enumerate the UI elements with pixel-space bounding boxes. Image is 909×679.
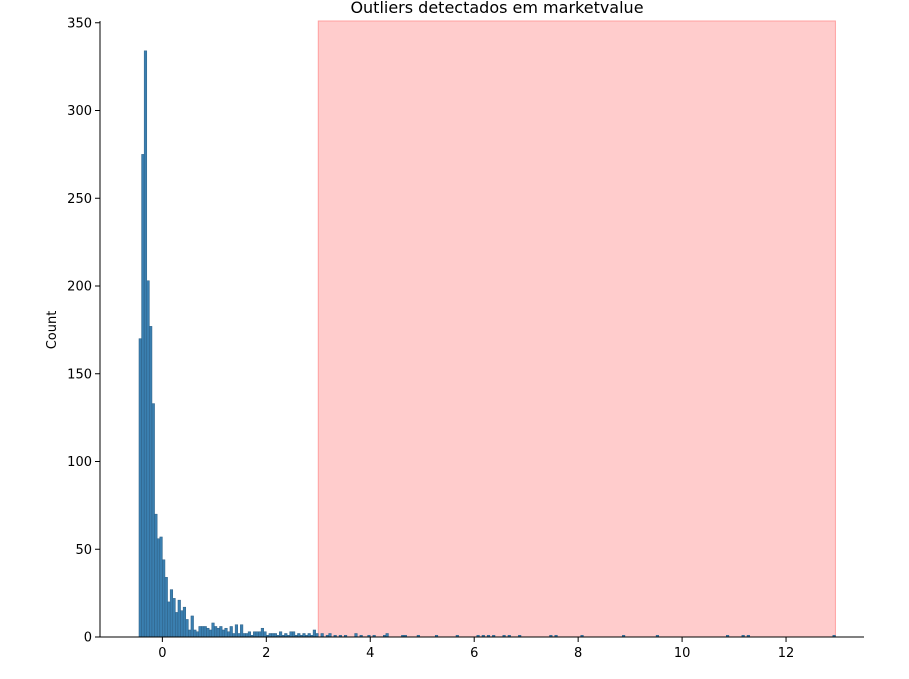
histogram-bar	[149, 326, 153, 638]
histogram-bar	[198, 626, 202, 638]
histogram-bar	[182, 606, 187, 638]
histogram-bar	[169, 589, 174, 638]
x-tick-label: 8	[574, 646, 582, 661]
histogram-bar	[354, 633, 358, 638]
histogram-bar	[221, 629, 225, 638]
histogram-bar	[307, 633, 311, 638]
y-tick-label: 50	[75, 543, 92, 558]
histogram-bar	[279, 631, 283, 638]
histogram-bar	[162, 559, 166, 638]
histogram-bar	[284, 633, 288, 638]
histogram-bar	[229, 626, 233, 638]
histogram-bar	[234, 624, 238, 638]
histogram-bar	[328, 633, 332, 638]
histogram-bar	[237, 633, 241, 638]
histogram-bar	[185, 619, 189, 638]
x-tick-label: 4	[366, 646, 374, 661]
histogram-bar	[208, 629, 212, 638]
histogram-bar	[151, 403, 155, 638]
histogram-bar	[164, 577, 168, 638]
histogram-bar	[143, 50, 148, 638]
x-tick-label: 0	[158, 646, 166, 661]
histogram-bar	[255, 631, 259, 638]
histogram-bar	[232, 633, 236, 638]
histogram-bar	[271, 633, 275, 638]
histogram-bar	[193, 629, 197, 638]
histogram-bar	[206, 627, 210, 638]
histogram-bar	[201, 626, 205, 638]
histogram-bar	[190, 615, 194, 638]
histogram-bar	[297, 633, 301, 638]
y-tick-label: 100	[67, 455, 92, 470]
histogram-bar	[216, 627, 220, 638]
y-tick-label: 300	[67, 104, 92, 119]
histogram-bar	[260, 627, 264, 638]
histogram-bar	[289, 631, 293, 638]
y-tick-label: 0	[84, 631, 92, 646]
histogram-bar	[175, 612, 179, 638]
histogram-bar	[156, 538, 161, 638]
y-tick-label: 200	[67, 280, 92, 295]
histogram-bar	[320, 633, 324, 638]
histogram-bar	[224, 627, 228, 638]
histogram-bar	[177, 599, 181, 638]
histogram-bar	[268, 633, 272, 638]
histogram-bar	[315, 633, 319, 638]
histogram-bar	[172, 598, 176, 638]
histogram-bar	[211, 622, 215, 638]
histogram-bar	[312, 629, 316, 638]
x-tick-label: 10	[674, 646, 691, 661]
histogram-bar	[214, 626, 218, 638]
histogram-bar	[138, 338, 142, 638]
histogram-bar	[167, 601, 171, 638]
histogram-bar	[292, 631, 296, 638]
histogram-bar	[219, 626, 223, 638]
histogram-bar	[263, 631, 267, 638]
histogram-bar	[227, 631, 231, 638]
histogram-bar	[253, 631, 257, 638]
histogram-bar	[247, 631, 251, 638]
chart-title: Outliers detectados em marketvalue	[350, 0, 643, 17]
y-tick-label: 250	[67, 192, 92, 207]
histogram-bar	[240, 624, 244, 638]
x-tick-label: 2	[262, 646, 270, 661]
outlier-region	[317, 20, 836, 638]
histogram-bar	[159, 536, 163, 638]
histogram-bar	[180, 610, 184, 638]
histogram-bar	[195, 631, 199, 638]
histogram-bar	[258, 631, 262, 638]
y-tick-label: 350	[67, 16, 92, 31]
y-tick-label: 150	[67, 367, 92, 382]
histogram-bar	[188, 629, 192, 638]
histogram-bar	[273, 633, 277, 638]
histogram-bar	[154, 513, 158, 638]
histogram-bar	[146, 280, 150, 638]
histogram-bar	[385, 633, 389, 638]
histogram-bar	[242, 633, 246, 638]
y-axis-label: Count	[45, 311, 60, 350]
x-tick-label: 6	[470, 646, 478, 661]
histogram-bar	[203, 626, 207, 638]
histogram-bar	[141, 154, 145, 638]
x-tick-label: 12	[778, 646, 795, 661]
histogram-bar	[302, 633, 306, 638]
histogram-bar	[245, 633, 249, 638]
